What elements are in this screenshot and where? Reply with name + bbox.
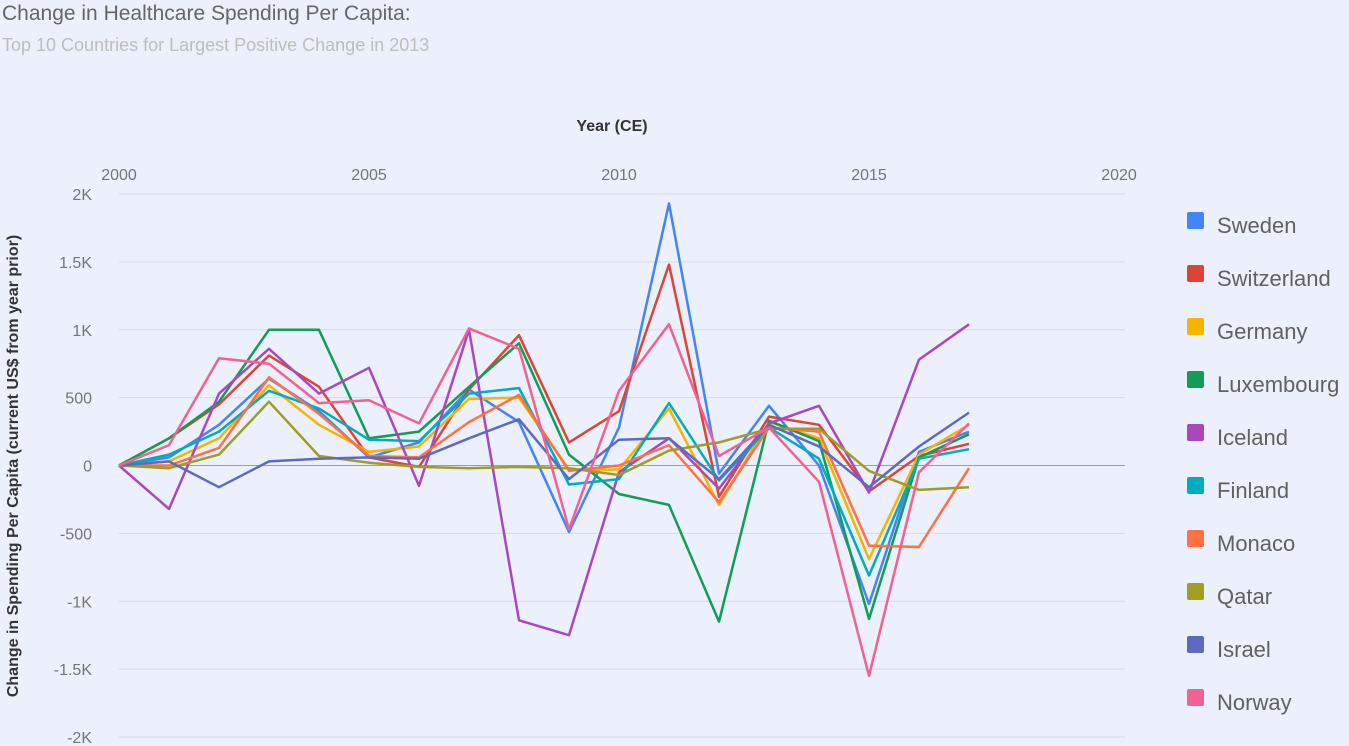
legend-swatch bbox=[1187, 371, 1204, 388]
legend-swatch bbox=[1187, 212, 1204, 229]
y-tick-label: -1K bbox=[67, 594, 92, 611]
x-axis-ticks: 2000 2005 2010 2015 2020 bbox=[101, 167, 1137, 184]
x-tick-label: 2005 bbox=[351, 167, 387, 184]
legend-item-monaco[interactable]: Monaco bbox=[1187, 530, 1295, 556]
y-axis-ticks: 2K 1.5K 1K 500 0 -500 -1K -1.5K -2K bbox=[54, 187, 93, 746]
chart-subtitle: Top 10 Countries for Largest Positive Ch… bbox=[2, 35, 430, 55]
legend-item-switzerland[interactable]: Switzerland bbox=[1187, 265, 1331, 291]
legend-swatch bbox=[1187, 424, 1204, 441]
legend-swatch bbox=[1187, 689, 1204, 706]
legend-label: Iceland bbox=[1217, 425, 1288, 450]
legend-item-germany[interactable]: Germany bbox=[1187, 318, 1307, 344]
series-line-luxembourg bbox=[118, 328, 970, 623]
legend-label: Sweden bbox=[1217, 213, 1297, 238]
series-line-sweden bbox=[118, 202, 970, 606]
legend-label: Monaco bbox=[1217, 531, 1295, 556]
legend-swatch bbox=[1187, 477, 1204, 494]
series-line-monaco bbox=[119, 376, 971, 549]
chart-title: Change in Healthcare Spending Per Capita… bbox=[2, 2, 411, 25]
legend-item-finland[interactable]: Finland bbox=[1187, 477, 1289, 503]
legend-label: Israel bbox=[1217, 637, 1271, 662]
x-tick-label: 2015 bbox=[851, 167, 887, 184]
legend-label: Qatar bbox=[1217, 584, 1272, 609]
legend-swatch bbox=[1187, 530, 1204, 547]
series-line-norway bbox=[118, 323, 970, 678]
series-line-qatar bbox=[118, 400, 970, 492]
legend-item-norway[interactable]: Norway bbox=[1187, 689, 1292, 715]
legend-item-iceland[interactable]: Iceland bbox=[1187, 424, 1288, 450]
y-tick-label: -500 bbox=[60, 526, 92, 543]
legend-label: Switzerland bbox=[1217, 266, 1331, 291]
series-line-iceland bbox=[118, 323, 970, 637]
y-tick-label: -2K bbox=[67, 730, 92, 746]
y-tick-label: 2K bbox=[72, 187, 92, 204]
x-axis-title: Year (CE) bbox=[576, 118, 647, 135]
legend-label: Germany bbox=[1217, 319, 1307, 344]
x-tick-label: 2000 bbox=[101, 167, 137, 184]
legend[interactable]: Sweden Switzerland Germany Luxembourg Icelan… bbox=[1187, 212, 1339, 715]
x-tick-label: 2020 bbox=[1101, 167, 1137, 184]
y-tick-label: -1.5K bbox=[54, 662, 93, 679]
legend-swatch bbox=[1187, 265, 1204, 282]
legend-swatch bbox=[1187, 583, 1204, 600]
legend-item-israel[interactable]: Israel bbox=[1187, 636, 1271, 662]
y-tick-label: 1K bbox=[72, 323, 92, 340]
legend-item-luxembourg[interactable]: Luxembourg bbox=[1187, 371, 1339, 397]
series-lines bbox=[118, 202, 971, 678]
series-line-israel bbox=[118, 411, 970, 489]
legend-label: Luxembourg bbox=[1217, 372, 1339, 397]
x-tick-label: 2010 bbox=[601, 167, 637, 184]
legend-swatch bbox=[1187, 636, 1204, 653]
y-tick-label: 500 bbox=[65, 391, 92, 408]
legend-label: Norway bbox=[1217, 690, 1292, 715]
legend-swatch bbox=[1187, 318, 1204, 335]
y-axis-title: Change in Spending Per Capita (current U… bbox=[5, 235, 22, 697]
series-line-switzerland bbox=[118, 263, 970, 498]
y-tick-label: 1.5K bbox=[59, 255, 92, 272]
legend-item-qatar[interactable]: Qatar bbox=[1187, 583, 1272, 609]
y-tick-label: 0 bbox=[83, 459, 92, 476]
legend-item-sweden[interactable]: Sweden bbox=[1187, 212, 1297, 238]
legend-label: Finland bbox=[1217, 478, 1289, 503]
